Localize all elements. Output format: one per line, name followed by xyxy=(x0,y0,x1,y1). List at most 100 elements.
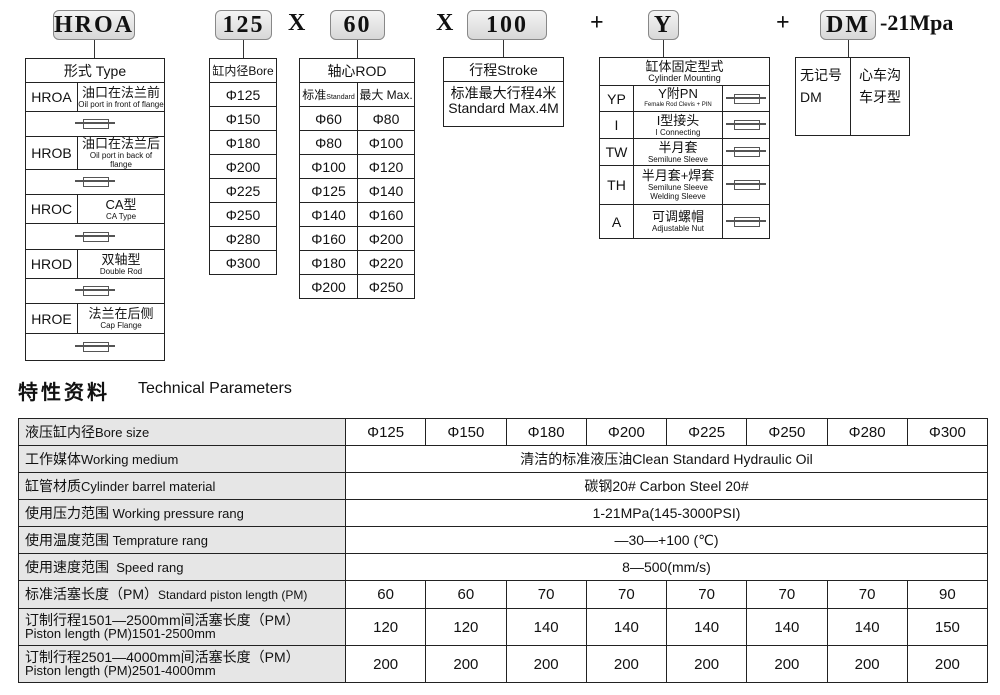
bore-value: Φ200 xyxy=(209,154,277,179)
type-cn: 双轴型 xyxy=(101,251,141,267)
bore-header: 缸内径Bore xyxy=(209,58,277,83)
separator-plus: + xyxy=(776,10,790,36)
rod-standard-value: Φ100 xyxy=(299,154,358,179)
piston-length-value: 200 xyxy=(665,645,748,683)
mount-desc: Y附PN Female Rod Clevis + PIN xyxy=(633,85,723,112)
stroke-line1: 标准最大行程4米 xyxy=(450,85,557,101)
rod-standard-value: Φ80 xyxy=(299,130,358,155)
tech-title-en: Technical Parameters xyxy=(138,380,292,397)
piston-length-value: 200 xyxy=(826,645,908,683)
type-code: HROB xyxy=(25,136,78,170)
type-code: HROD xyxy=(25,249,78,279)
rod-max-value: Φ200 xyxy=(357,226,415,251)
piston-length-value: 150 xyxy=(906,608,989,646)
mount-cn: I型接头 xyxy=(656,112,700,128)
mount-header-cn: 缸体固定型式 xyxy=(645,59,724,74)
piston-length-value: 60 xyxy=(425,580,507,609)
param-label: 使用温度范围 Temprature rang xyxy=(18,526,346,554)
rod-max-value: Φ220 xyxy=(357,250,415,275)
type-code: HROA xyxy=(25,82,78,112)
mount-icon-cell xyxy=(722,111,770,139)
type-en: Oil port in front of flange xyxy=(78,99,164,109)
code-bore: 125 xyxy=(215,10,272,40)
mount-code: TW xyxy=(599,138,634,166)
connector-line xyxy=(243,40,244,58)
piston-length-value: 140 xyxy=(826,608,908,646)
stroke-header: 行程Stroke xyxy=(443,57,564,82)
type-code: HROE xyxy=(25,303,78,334)
param-label: 使用压力范围 Working pressure rang xyxy=(18,499,346,527)
cylinder-icon xyxy=(75,284,115,296)
rod-max-value: Φ120 xyxy=(357,154,415,179)
cylinder-mount-icon xyxy=(726,92,766,104)
rod-standard-cn: 标准 xyxy=(302,88,327,102)
type-en: Double Rod xyxy=(99,266,143,276)
param-value: 清洁的标准液压油Clean Standard Hydraulic Oil xyxy=(345,445,988,473)
param-label-cn: 工作媒体 xyxy=(25,451,81,467)
param-label-en: Speed rang xyxy=(109,560,184,575)
type-cn: 油口在法兰后 xyxy=(81,136,160,151)
connector-line xyxy=(357,40,358,58)
mount-desc: I型接头 I Connecting xyxy=(633,111,723,139)
param-label-cn: 缸管材质 xyxy=(25,478,81,494)
piston-length-value: 70 xyxy=(505,580,587,609)
piston-length-value: 140 xyxy=(505,608,587,646)
mount-icon-cell xyxy=(722,138,770,166)
rod-standard-en: Standard xyxy=(326,94,355,101)
param-label-cn: 使用温度范围 xyxy=(25,532,109,548)
mount-en: Adjustable Nut xyxy=(651,224,705,233)
thread-table: 无记号 DM 心车沟 车牙型 xyxy=(795,57,910,136)
mount-code: TH xyxy=(599,165,634,205)
rod-standard-value: Φ160 xyxy=(299,226,358,251)
cylinder-icon xyxy=(75,175,115,187)
connector-line xyxy=(94,40,95,58)
separator-x: X xyxy=(288,10,306,36)
bore-size-value: Φ250 xyxy=(746,418,828,446)
stroke-table: 行程Stroke 标准最大行程4米 Standard Max.4M xyxy=(443,57,564,127)
cylinder-mount-icon xyxy=(726,118,766,130)
mount-code: I xyxy=(599,111,634,139)
bore-value: Φ300 xyxy=(209,250,277,275)
piston-label-en: Piston length (PM)1501-2500mm xyxy=(25,626,216,641)
param-value: 1-21MPa(145-3000PSI) xyxy=(345,499,988,527)
bore-value: Φ250 xyxy=(209,202,277,227)
mount-cn: 可调螺帽 xyxy=(651,209,704,224)
code-thread: DM xyxy=(820,10,876,40)
type-code: HROC xyxy=(25,194,78,224)
param-label-cn: 使用速度范围 xyxy=(25,559,109,575)
piston-label-cn: 订制行程1501—2500mm间活塞长度（PM） xyxy=(25,612,300,628)
separator-plus: + xyxy=(590,10,604,36)
piston-length-value: 70 xyxy=(826,580,908,609)
bore-size-value: Φ180 xyxy=(505,418,587,446)
cylinder-icon xyxy=(75,230,115,242)
piston-length-value: 200 xyxy=(425,645,507,683)
mount-en2: Welding Sleeve xyxy=(650,192,706,201)
piston-length-value: 140 xyxy=(746,608,828,646)
rod-max-value: Φ140 xyxy=(357,178,415,203)
type-table: 形式 Type HROA 油口在法兰前 Oil port in front of f… xyxy=(25,58,165,361)
type-en: CA Type xyxy=(105,211,137,221)
bore-size-label-en: Bore size xyxy=(95,425,150,440)
code-type: HROA xyxy=(53,10,135,40)
piston-length-value: 90 xyxy=(906,580,989,609)
bore-table: 缸内径Bore Φ125 Φ150 Φ180 Φ200 Φ225 Φ250 Φ280 Φ300 xyxy=(209,58,277,275)
rod-standard-value: Φ180 xyxy=(299,250,358,275)
cylinder-mount-icon xyxy=(726,145,766,157)
bore-size-value: Φ280 xyxy=(826,418,908,446)
rod-standard-value: Φ200 xyxy=(299,274,358,299)
mount-icon-cell xyxy=(722,85,770,112)
thread-left1: 无记号 xyxy=(800,67,842,83)
bore-value: Φ280 xyxy=(209,226,277,251)
param-label: 使用速度范围 Speed rang xyxy=(18,553,346,581)
param-label-cn: 使用压力范围 xyxy=(25,505,109,521)
bore-value: Φ150 xyxy=(209,106,277,131)
thread-right1: 心车沟 xyxy=(859,67,901,83)
type-cn: CA型 xyxy=(105,196,137,212)
piston-label-cn: 标准活塞长度（PM） xyxy=(25,585,158,602)
rod-max-value: Φ100 xyxy=(357,130,415,155)
tech-table: 液压缸内径Bore size Φ125 Φ150 Φ180 Φ200 Φ225 Φ250 Φ2… xyxy=(18,418,989,683)
code-rod: 60 xyxy=(330,10,385,40)
piston-length-value: 200 xyxy=(906,645,989,683)
code-mount: Y xyxy=(648,10,679,40)
cylinder-icon xyxy=(75,340,115,352)
